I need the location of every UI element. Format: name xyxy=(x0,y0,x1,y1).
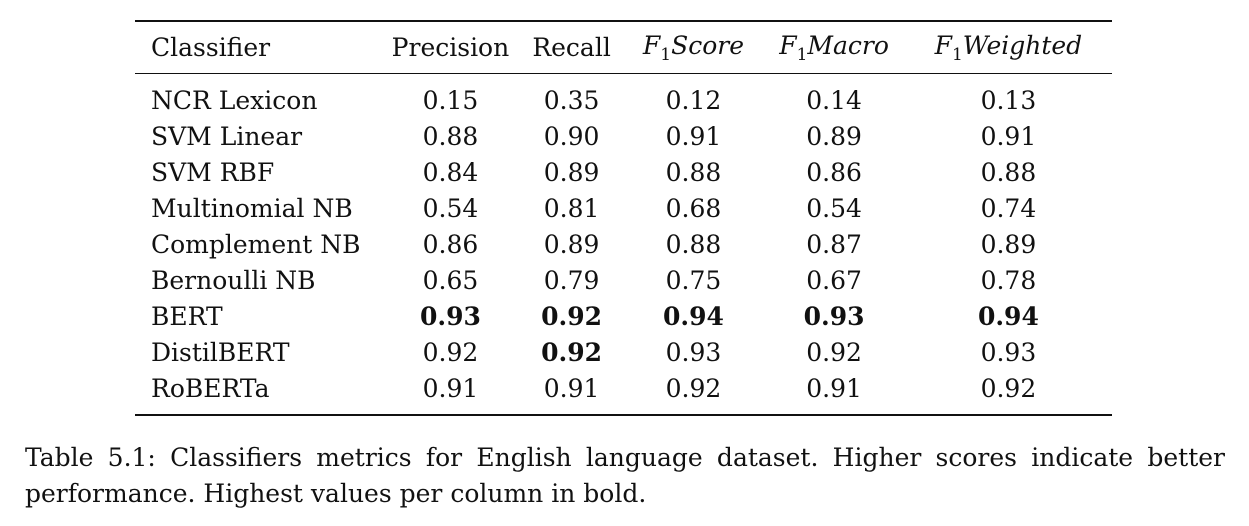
cell-precision: 0.15 xyxy=(422,85,479,115)
cell-f1-macro: 0.87 xyxy=(806,229,862,259)
table-row: BERT 0.93 0.92 0.94 0.93 0.94 xyxy=(135,298,1112,334)
cell-f1-weighted: 0.93 xyxy=(980,337,1037,367)
header-f1-score: F1Score xyxy=(624,21,764,74)
cell-precision: 0.92 xyxy=(422,337,479,367)
f1-prefix: F xyxy=(934,30,952,60)
metrics-table-container: Classifier Precision Recall F1Score F1Ma… xyxy=(135,20,1112,416)
cell-precision: 0.88 xyxy=(422,121,479,151)
f1-subscript: 1 xyxy=(796,44,808,65)
cell-f1-score: 0.88 xyxy=(665,157,722,187)
cell-f1-weighted: 0.88 xyxy=(980,157,1037,187)
cell-f1-macro: 0.92 xyxy=(806,337,862,367)
cell-f1-weighted: 0.13 xyxy=(980,85,1037,115)
header-f1-weighted: F1Weighted xyxy=(905,21,1112,74)
cell-f1-score: 0.88 xyxy=(665,229,722,259)
classifier-name: Multinomial NB xyxy=(151,193,353,223)
table-header: Classifier Precision Recall F1Score F1Ma… xyxy=(135,21,1112,74)
table-row: Complement NB 0.86 0.89 0.88 0.87 0.89 xyxy=(135,226,1112,262)
cell-f1-weighted: 0.92 xyxy=(980,373,1037,403)
classifier-name: DistilBERT xyxy=(151,337,290,367)
cell-recall: 0.92 xyxy=(541,301,603,331)
header-precision: Precision xyxy=(391,33,510,62)
cell-f1-score: 0.68 xyxy=(665,193,722,223)
cell-f1-weighted: 0.89 xyxy=(980,229,1037,259)
cell-f1-macro: 0.14 xyxy=(806,85,862,115)
cell-recall: 0.35 xyxy=(543,85,600,115)
metrics-table: Classifier Precision Recall F1Score F1Ma… xyxy=(135,20,1112,416)
cell-recall: 0.79 xyxy=(543,265,600,295)
cell-f1-score: 0.12 xyxy=(665,85,722,115)
cell-f1-macro: 0.86 xyxy=(806,157,862,187)
cell-f1-score: 0.92 xyxy=(665,373,722,403)
table-row: SVM RBF 0.84 0.89 0.88 0.86 0.88 xyxy=(135,154,1112,190)
cell-f1-macro: 0.91 xyxy=(806,373,862,403)
cell-f1-macro: 0.89 xyxy=(806,121,862,151)
cell-f1-macro: 0.67 xyxy=(806,265,862,295)
classifier-name: NCR Lexicon xyxy=(151,85,318,115)
cell-precision: 0.54 xyxy=(422,193,479,223)
f1-weighted-label: Weighted xyxy=(962,30,1083,60)
f1-prefix: F xyxy=(642,30,661,60)
cell-f1-macro: 0.93 xyxy=(803,301,865,331)
table-body: NCR Lexicon 0.15 0.35 0.12 0.14 0.13 SVM Linea… xyxy=(135,74,1112,416)
header-f1-macro: F1Macro xyxy=(763,21,904,74)
classifier-name: BERT xyxy=(151,301,223,331)
header-classifier: Classifier xyxy=(151,33,271,62)
f1-subscript: 1 xyxy=(951,44,963,65)
classifier-name: SVM Linear xyxy=(151,121,303,151)
cell-f1-weighted: 0.78 xyxy=(980,265,1037,295)
cell-recall: 0.92 xyxy=(541,337,603,367)
table-row: Multinomial NB 0.54 0.81 0.68 0.54 0.74 xyxy=(135,190,1112,226)
f1-score-label: Score xyxy=(671,30,745,60)
table-row: RoBERTa 0.91 0.91 0.92 0.91 0.92 xyxy=(135,370,1112,415)
header-recall: Recall xyxy=(532,33,611,62)
cell-precision: 0.93 xyxy=(420,301,481,331)
cell-recall: 0.89 xyxy=(543,229,600,259)
header-row: Classifier Precision Recall F1Score F1Ma… xyxy=(135,21,1112,74)
cell-precision: 0.91 xyxy=(422,373,479,403)
cell-f1-macro: 0.54 xyxy=(806,193,862,223)
f1-subscript: 1 xyxy=(660,44,672,65)
table-row: DistilBERT 0.92 0.92 0.93 0.92 0.93 xyxy=(135,334,1112,370)
cell-recall: 0.91 xyxy=(543,373,600,403)
cell-f1-weighted: 0.91 xyxy=(980,121,1037,151)
cell-f1-score: 0.94 xyxy=(663,301,724,331)
cell-f1-score: 0.91 xyxy=(665,121,722,151)
table-caption: Table 5.1: Classifiers metrics for Engli… xyxy=(25,443,1225,508)
cell-f1-score: 0.75 xyxy=(665,265,722,295)
cell-f1-weighted: 0.74 xyxy=(980,193,1037,223)
cell-f1-weighted: 0.94 xyxy=(977,301,1039,331)
cell-recall: 0.81 xyxy=(543,193,600,223)
table-row: NCR Lexicon 0.15 0.35 0.12 0.14 0.13 xyxy=(135,74,1112,119)
f1-prefix: F xyxy=(779,30,797,60)
classifier-name: SVM RBF xyxy=(151,157,275,187)
cell-recall: 0.90 xyxy=(543,121,600,151)
cell-precision: 0.86 xyxy=(422,229,479,259)
table-row: SVM Linear 0.88 0.90 0.91 0.89 0.91 xyxy=(135,118,1112,154)
cell-precision: 0.84 xyxy=(422,157,479,187)
f1-macro-label: Macro xyxy=(807,30,889,60)
cell-precision: 0.65 xyxy=(422,265,479,295)
cell-f1-score: 0.93 xyxy=(665,337,722,367)
cell-recall: 0.89 xyxy=(543,157,600,187)
table-row: Bernoulli NB 0.65 0.79 0.75 0.67 0.78 xyxy=(135,262,1112,298)
classifier-name: Bernoulli NB xyxy=(151,265,316,295)
classifier-name: Complement NB xyxy=(151,229,361,259)
classifier-name: RoBERTa xyxy=(151,373,270,403)
